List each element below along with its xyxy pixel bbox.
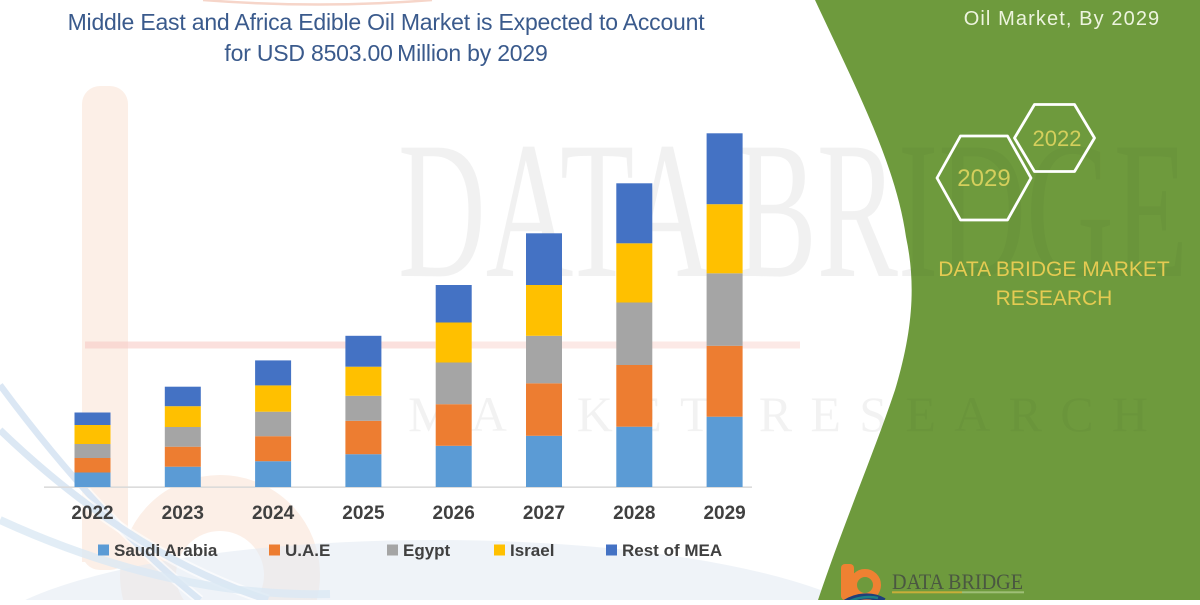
svg-text:DATA BRIDGE MARKET: DATA BRIDGE MARKET <box>938 258 1170 281</box>
svg-text:for USD 8503.00 Million by 202: for USD 8503.00 Million by 2029 <box>224 40 547 66</box>
svg-text:2023: 2023 <box>162 503 204 524</box>
svg-text:2028: 2028 <box>613 503 655 524</box>
svg-text:2022: 2022 <box>71 503 113 524</box>
svg-text:RESEARCH: RESEARCH <box>996 287 1113 310</box>
svg-text:2027: 2027 <box>523 503 565 524</box>
svg-text:Saudi Arabia: Saudi Arabia <box>114 541 218 560</box>
svg-text:2024: 2024 <box>252 503 295 524</box>
svg-text:Oil Market, By 2029: Oil Market, By 2029 <box>964 8 1161 30</box>
svg-text:DATA BRIDGE: DATA BRIDGE <box>892 569 1023 594</box>
svg-text:Middle East and Africa Edible: Middle East and Africa Edible Oil Market… <box>68 9 706 35</box>
svg-text:2026: 2026 <box>433 503 475 524</box>
svg-text:MARKET RESEARCH: MARKET RESEARCH <box>408 386 1148 442</box>
svg-text:Egypt: Egypt <box>403 541 451 560</box>
svg-text:DATA BRIDGE: DATA BRIDGE <box>398 102 1188 319</box>
svg-text:2029: 2029 <box>957 165 1010 192</box>
svg-text:2022: 2022 <box>1033 126 1082 151</box>
svg-text:2029: 2029 <box>703 503 745 524</box>
svg-text:Israel: Israel <box>510 541 554 560</box>
svg-text:U.A.E: U.A.E <box>285 541 330 560</box>
svg-text:2025: 2025 <box>342 503 385 524</box>
svg-text:Rest of MEA: Rest of MEA <box>622 541 722 560</box>
